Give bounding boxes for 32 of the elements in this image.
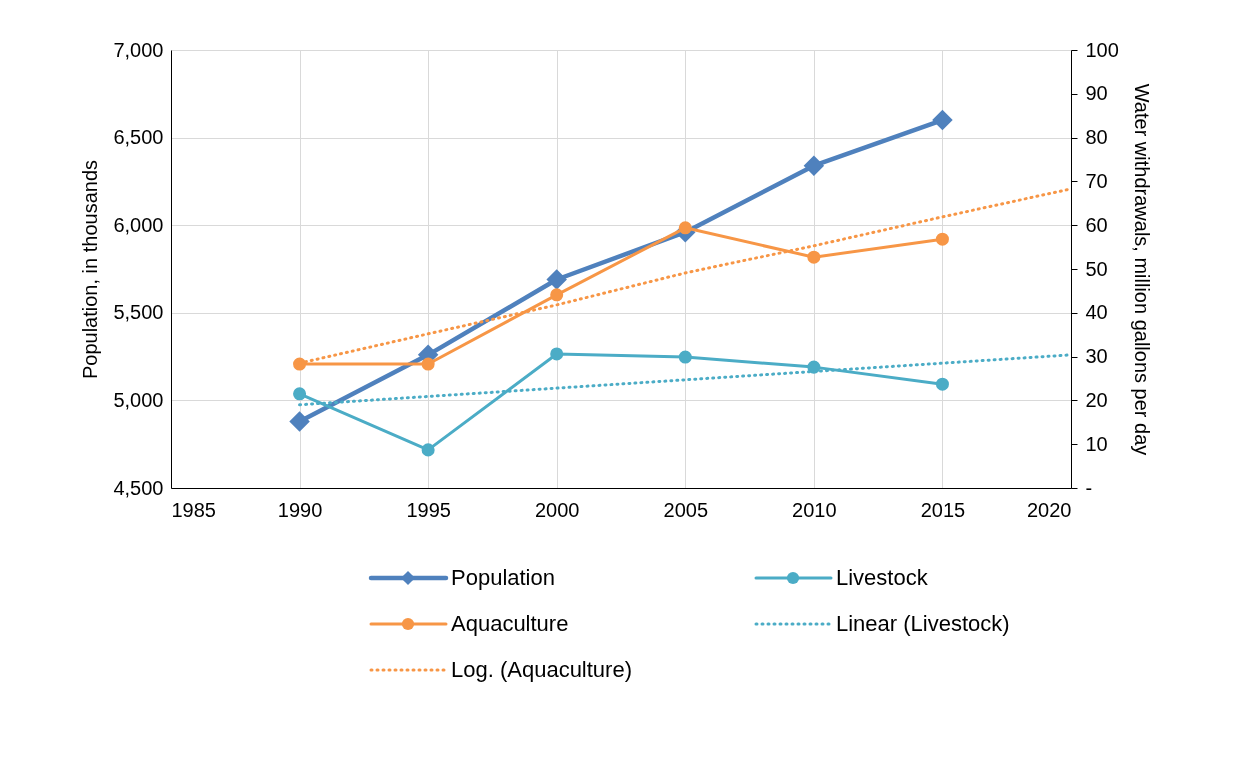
y2-tick-label: 30 [1085, 345, 1108, 368]
y2-axis-title: Water withdrawals, million gallons per day [1130, 83, 1153, 456]
x-tick-label: 2000 [534, 498, 580, 521]
x-tick-label: 2020 [1027, 498, 1072, 521]
y-tick-label: 6,000 [113, 213, 164, 236]
legend-label: Linear (Livestock) [836, 611, 1010, 636]
y-tick-label: 4,500 [113, 476, 164, 499]
legend-label: Livestock [836, 565, 929, 590]
y-tick-label: 7,000 [113, 38, 164, 61]
y2-tick-label: 10 [1085, 432, 1108, 455]
legend-label: Population [451, 565, 555, 590]
y-tick-label: 5,500 [113, 301, 164, 324]
x-tick-label: 1990 [277, 498, 323, 521]
y-axis-title: Population, in thousands [79, 159, 102, 380]
y2-tick-label: 100 [1085, 38, 1119, 61]
x-tick-label: 2010 [792, 498, 837, 521]
y2-tick-label: 80 [1085, 126, 1108, 149]
legend-label: Aquaculture [451, 611, 569, 636]
y2-tick-label: 50 [1085, 257, 1108, 280]
y2-tick-label: 70 [1085, 169, 1108, 192]
legend-label: Log. (Aquaculture) [451, 657, 632, 682]
y-tick-label: 5,000 [113, 388, 164, 411]
x-tick-label: 2005 [663, 498, 709, 521]
x-tick-label: 1995 [406, 498, 451, 521]
y2-tick-label: - [1085, 476, 1093, 499]
x-tick-label: 1985 [171, 498, 216, 521]
y2-tick-label: 20 [1085, 388, 1108, 411]
y2-tick-label: 90 [1085, 82, 1108, 105]
y2-tick-label: 40 [1085, 301, 1108, 324]
y-tick-label: 6,500 [113, 126, 164, 149]
x-tick-label: 2015 [920, 498, 966, 521]
y2-tick-label: 60 [1085, 213, 1108, 236]
